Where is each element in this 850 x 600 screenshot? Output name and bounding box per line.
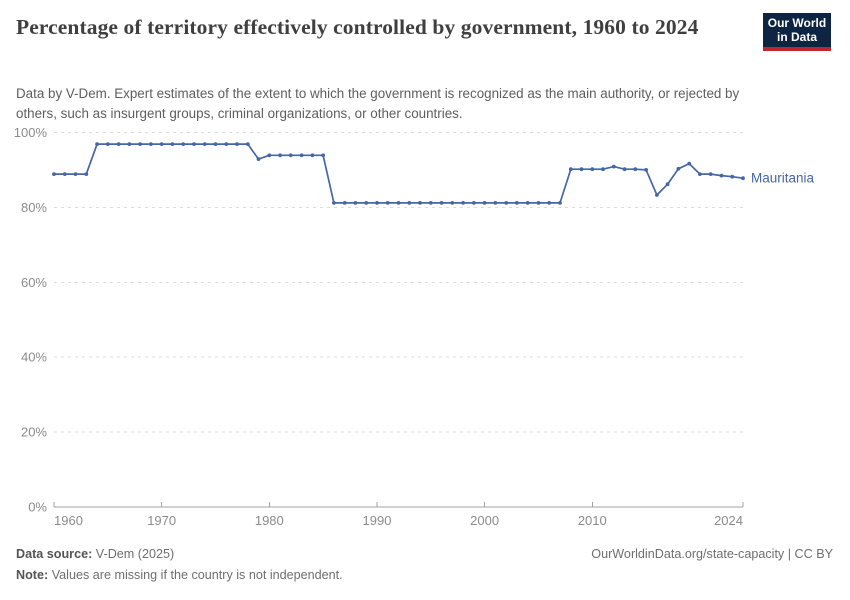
data-point — [687, 161, 692, 166]
data-point — [439, 201, 444, 205]
data-point — [299, 153, 304, 158]
data-point — [375, 201, 379, 205]
data-point — [181, 142, 186, 147]
chart-note: Note: Values are missing if the country … — [16, 567, 833, 583]
data-point — [601, 167, 605, 172]
data-point — [342, 201, 347, 205]
data-point — [450, 201, 455, 205]
data-point — [472, 201, 476, 205]
y-tick-label: 80% — [21, 200, 47, 215]
data-point — [644, 168, 648, 172]
y-tick-label: 60% — [21, 275, 47, 290]
x-tick-label: 1980 — [255, 513, 284, 528]
data-point — [95, 142, 99, 147]
data-point — [321, 153, 325, 158]
y-tick-label: 40% — [21, 350, 47, 365]
data-point — [525, 201, 530, 205]
data-point — [364, 201, 369, 205]
owid-logo-line1: Our World — [767, 16, 827, 30]
data-point — [655, 193, 659, 197]
y-tick-label: 20% — [21, 425, 47, 440]
footer-link[interactable]: OurWorldinData.org/state-capacity | CC B… — [591, 547, 833, 561]
data-point — [708, 172, 713, 177]
data-point — [213, 142, 218, 147]
note-value: Values are missing if the country is not… — [51, 568, 343, 582]
data-point — [278, 153, 282, 158]
series-label: Mauritania — [751, 171, 815, 186]
data-point — [622, 167, 627, 172]
data-point — [310, 153, 315, 158]
data-point — [138, 142, 143, 147]
chart-footer: Data source: V-Dem (2025) OurWorldinData… — [16, 546, 833, 583]
data-point — [116, 142, 121, 147]
data-point — [256, 157, 261, 162]
data-point — [418, 201, 422, 205]
owid-logo-line2: in Data — [776, 30, 817, 44]
data-point — [482, 201, 487, 205]
data-point — [127, 142, 132, 147]
data-point — [730, 174, 735, 179]
data-point — [62, 172, 67, 177]
owid-logo[interactable]: Our World in Data — [763, 13, 831, 51]
data-point — [288, 153, 293, 158]
data-point — [719, 173, 724, 178]
data-point — [149, 142, 153, 147]
data-point — [633, 167, 638, 172]
data-point — [235, 142, 239, 147]
data-point — [353, 201, 358, 205]
data-point — [547, 201, 552, 205]
data-point — [224, 142, 229, 147]
x-tick-label: 2010 — [578, 513, 607, 528]
data-point — [73, 172, 78, 177]
data-point — [192, 142, 196, 147]
x-tick-label: 2000 — [470, 513, 499, 528]
data-point — [698, 172, 702, 177]
y-tick-label: 0% — [28, 500, 47, 515]
data-point — [590, 167, 595, 172]
chart-subtitle: Data by V-Dem. Expert estimates of the e… — [16, 86, 740, 121]
data-point — [332, 201, 336, 205]
data-point — [105, 142, 110, 147]
data-point — [676, 166, 681, 171]
data-source-value: V-Dem (2025) — [95, 547, 175, 561]
data-point — [536, 201, 541, 205]
data-point — [558, 201, 562, 205]
page-title: Percentage of territory effectively cont… — [16, 15, 699, 39]
data-point — [741, 176, 745, 181]
line-series — [54, 143, 744, 204]
data-point — [396, 201, 401, 205]
data-point — [568, 167, 573, 172]
data-point — [504, 201, 509, 205]
data-point — [515, 201, 519, 205]
data-point — [267, 153, 272, 158]
data-point — [428, 201, 433, 205]
x-tick-label: 1970 — [147, 513, 176, 528]
note-label: Note: — [16, 568, 49, 582]
data-point — [579, 167, 584, 172]
x-tick-label: 1960 — [54, 513, 83, 528]
data-point — [665, 182, 670, 187]
data-point — [159, 142, 164, 147]
data-source: Data source: V-Dem (2025) — [16, 546, 174, 562]
data-point — [461, 201, 465, 205]
data-point — [84, 172, 89, 177]
x-tick-label: 1990 — [363, 513, 392, 528]
line-chart: 0% 20% 40% 60% 80% 100% 1960 1970 1980 1990 2000 20… — [14, 125, 815, 528]
data-point — [407, 201, 412, 205]
data-point — [385, 201, 390, 205]
data-point — [611, 164, 616, 169]
data-point — [245, 142, 250, 147]
x-tick-label: 2024 — [714, 513, 743, 528]
data-source-label: Data source: — [16, 547, 93, 561]
data-point — [202, 142, 207, 147]
y-tick-label: 100% — [14, 125, 48, 140]
data-point — [493, 201, 498, 205]
data-point — [52, 172, 56, 177]
data-point — [170, 142, 175, 147]
